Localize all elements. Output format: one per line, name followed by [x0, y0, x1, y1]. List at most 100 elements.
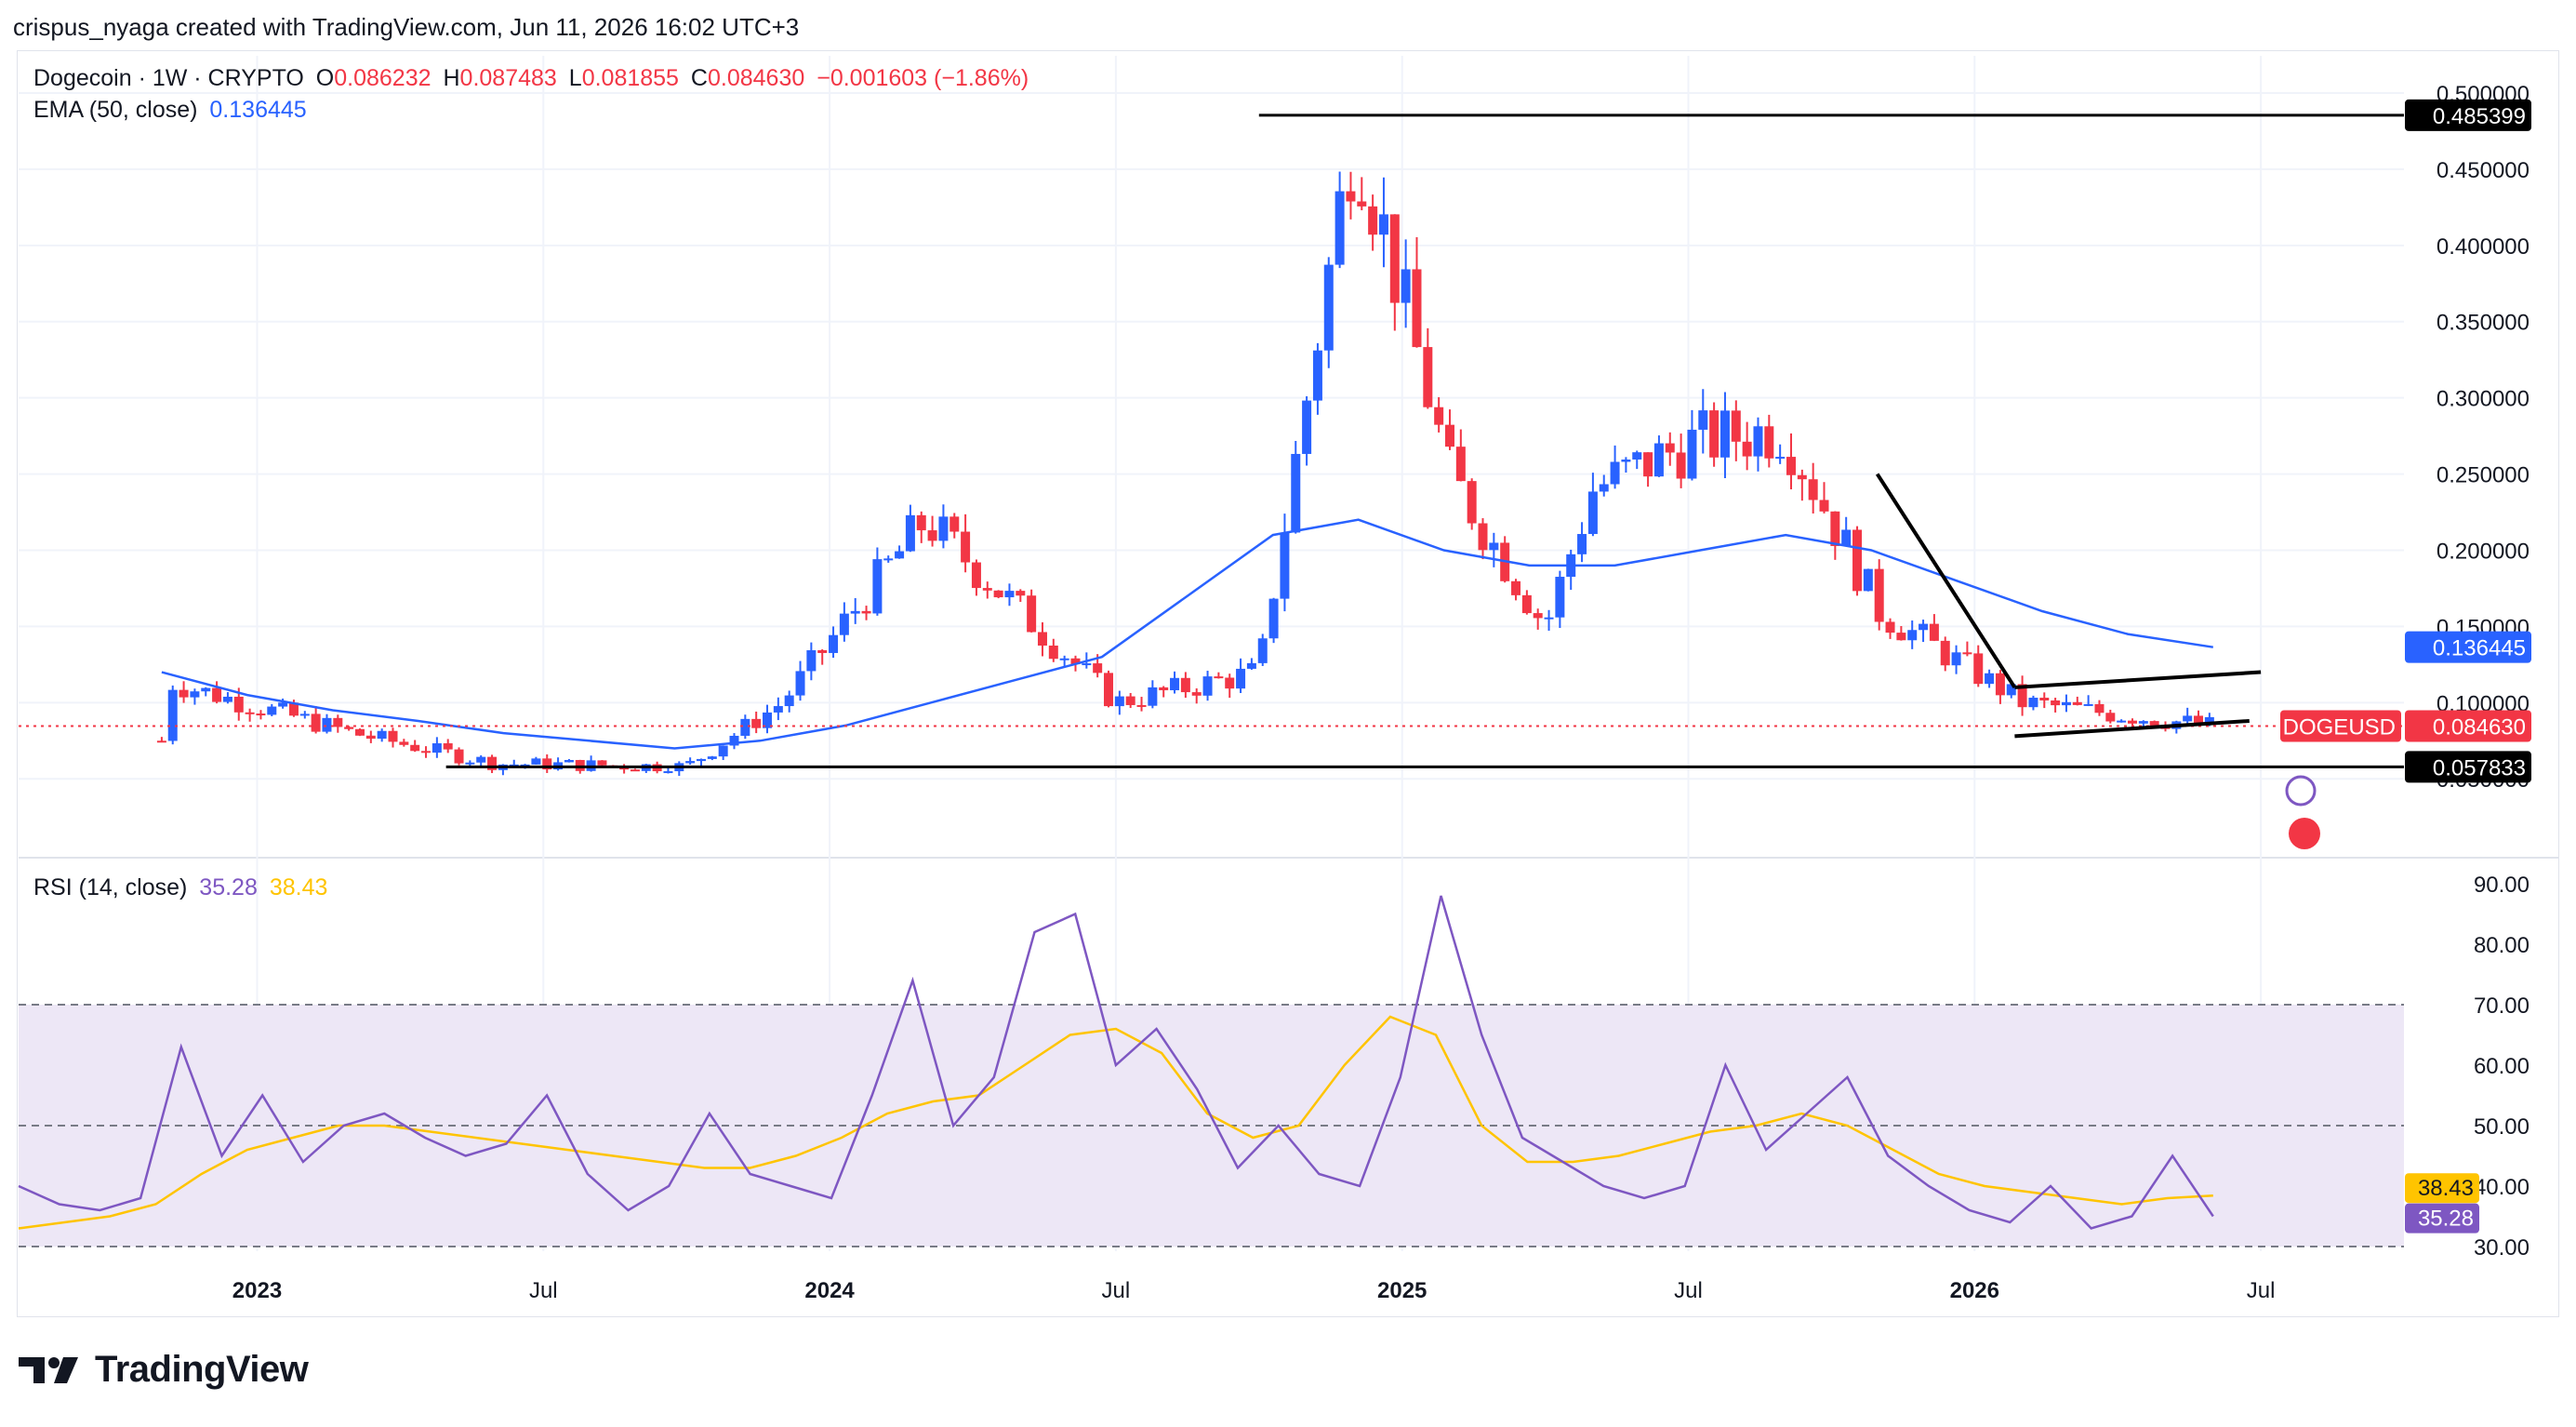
candle-up — [1323, 264, 1334, 351]
support-price-tag: 0.057833 — [2433, 755, 2526, 780]
candle-up — [1302, 400, 1312, 454]
candle-down — [454, 749, 464, 764]
candle-up — [299, 714, 310, 716]
candle-down — [388, 730, 398, 742]
candle-up — [1280, 532, 1290, 599]
candle-up — [1246, 662, 1256, 669]
candle-down — [1423, 347, 1433, 407]
candle-up — [201, 687, 211, 692]
candle-down — [1731, 410, 1741, 442]
candle-down — [861, 610, 871, 614]
candle-down — [1037, 632, 1047, 646]
candle-up — [905, 514, 915, 552]
rsi-axis-tick: 40.00 — [2474, 1175, 2530, 1200]
candle-up — [1951, 652, 1961, 666]
time-axis-tick: Jul — [2247, 1278, 2276, 1303]
last-price-tag: 0.084630 — [2433, 714, 2526, 740]
wedge-lower-line — [2014, 718, 2250, 739]
candle-down — [443, 743, 453, 750]
candle-up — [1059, 658, 1069, 660]
candle-down — [1797, 474, 1807, 480]
alert-icon — [2285, 775, 2317, 807]
candle-up — [763, 712, 773, 728]
candle-up — [531, 758, 541, 765]
candle-down — [410, 744, 420, 752]
candle-down — [2149, 721, 2159, 727]
ema-label: EMA (50, close) — [33, 97, 198, 123]
rsi-ma-line — [18, 1015, 2213, 1230]
candle-up — [1170, 677, 1180, 691]
resistance-price-tag-bg — [2405, 99, 2531, 131]
time-axis-tick: 2023 — [232, 1278, 282, 1303]
candle-down — [1467, 481, 1477, 524]
rsi-axis-tick: 80.00 — [2474, 933, 2530, 958]
candle-up — [167, 689, 178, 741]
candle-up — [2061, 701, 2071, 706]
candle-down — [1973, 653, 1984, 685]
candle-down — [1995, 673, 2005, 696]
candle-up — [784, 695, 794, 707]
candle-down — [1819, 500, 1829, 512]
candle-down — [1159, 687, 1169, 691]
symbol-price-tag: DOGEUSD — [2283, 714, 2396, 740]
candle-up — [663, 771, 673, 774]
candle-down — [1852, 529, 1863, 592]
low-label: L — [568, 65, 582, 91]
candle-down — [1896, 633, 1906, 641]
candle-up — [190, 691, 200, 698]
rsi-legend: RSI (14, close) 35.28 38.43 — [33, 874, 333, 901]
time-axis-tick: 2024 — [804, 1278, 855, 1303]
candle-up — [1985, 673, 1995, 685]
candle-down — [1764, 426, 1774, 459]
price-axis-tick: 0.400000 — [2437, 234, 2530, 260]
candle-up — [1114, 696, 1124, 707]
rsi-tag: 35.28 — [2418, 1207, 2474, 1232]
candle-down — [817, 649, 828, 653]
rsi-label: RSI (14, close) — [33, 874, 188, 900]
candle-down — [1533, 613, 1543, 619]
candle-up — [2183, 715, 2193, 722]
candle-up — [509, 764, 519, 767]
chart-frame — [17, 50, 2559, 1317]
wedge-upper-line — [2014, 670, 2262, 689]
candle-down — [2094, 703, 2105, 714]
change-value: −0.001603 (−1.86%) — [817, 65, 1029, 91]
rsi-axis-tick: 70.00 — [2474, 994, 2530, 1019]
candle-up — [1555, 577, 1565, 618]
rsi-line — [18, 895, 2214, 1230]
candle-down — [2105, 713, 2116, 722]
candle-up — [2204, 716, 2214, 725]
candle-down — [1016, 591, 1026, 596]
candle-down — [1048, 645, 1058, 660]
candle-down — [256, 714, 266, 716]
candle-up — [1401, 269, 1411, 303]
candle-down — [1445, 424, 1454, 447]
candle-up — [773, 706, 783, 713]
candle-up — [1907, 630, 1918, 641]
candle-down — [575, 759, 585, 771]
candle-down — [1665, 443, 1675, 453]
candle-down — [365, 735, 376, 740]
candle-down — [961, 531, 971, 563]
resistance-price-tag: 0.485399 — [2433, 104, 2526, 129]
candle-down — [751, 718, 762, 728]
tradingview-logo[interactable]: TradingView — [19, 1349, 309, 1391]
rsi-axis-tick: 60.00 — [2474, 1054, 2530, 1079]
candle-up — [1687, 429, 1697, 479]
candle-up — [729, 735, 739, 746]
candle-up — [1753, 426, 1763, 457]
candle-down — [156, 740, 166, 743]
ema-price-tag-bg — [2405, 631, 2531, 663]
rsi-value: 35.28 — [199, 874, 258, 900]
candle-up — [1653, 443, 1664, 477]
candle-up — [1599, 484, 1609, 492]
candle-up — [520, 764, 530, 767]
candle-up — [1082, 663, 1092, 666]
candle-down — [2039, 698, 2050, 700]
rsi-ma-tag-bg — [2405, 1173, 2479, 1204]
candle-down — [1786, 457, 1796, 475]
rsi-ma-tag: 38.43 — [2418, 1176, 2474, 1201]
candle-down — [1521, 594, 1532, 614]
candle-down — [333, 717, 343, 727]
